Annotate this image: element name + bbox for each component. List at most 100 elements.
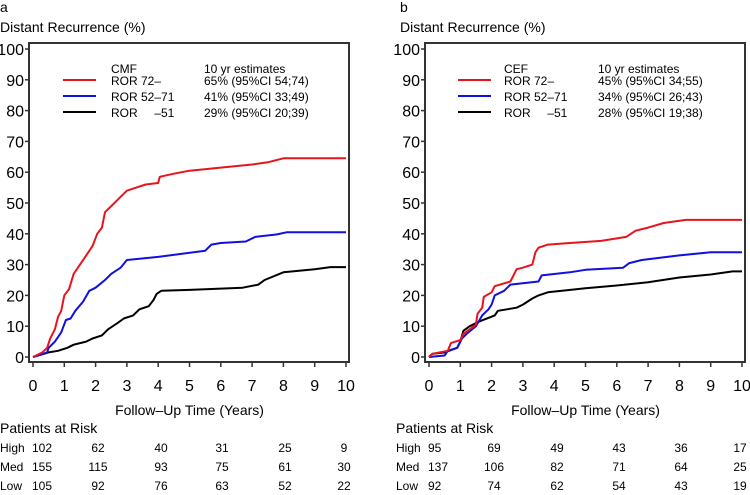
y-tick-label: 60 xyxy=(402,165,420,182)
x-tick-label: 5 xyxy=(185,378,194,395)
curve-ror-51 xyxy=(428,270,742,358)
legend-estimate: 34% (95%CI 26;43) xyxy=(598,90,703,104)
x-tick-label: 10 xyxy=(337,378,355,395)
legend-estimate: 29% (95%CI 20;39) xyxy=(204,106,309,120)
risk-value: 102 xyxy=(32,441,52,455)
x-tick-label: 6 xyxy=(612,378,621,395)
y-tick-label: 90 xyxy=(6,73,24,90)
risk-value: 95 xyxy=(428,441,442,455)
x-tick-label: 3 xyxy=(122,378,131,395)
risk-row-label: High xyxy=(396,441,421,455)
y-tick-label: 50 xyxy=(402,196,420,213)
curve-ror-52-71 xyxy=(32,231,346,358)
risk-value: 49 xyxy=(550,441,564,455)
y-tick-label: 80 xyxy=(402,104,420,121)
x-tick-label: 2 xyxy=(487,378,496,395)
y-tick-label: 10 xyxy=(402,319,420,336)
curve-ror-52-71 xyxy=(428,251,742,358)
y-tick-label: 0 xyxy=(411,350,420,367)
legend-label: ROR –51 xyxy=(111,106,175,120)
risk-value: 76 xyxy=(154,479,168,490)
risk-value: 25 xyxy=(733,460,747,474)
x-tick-label: 7 xyxy=(644,378,653,395)
risk-value: 62 xyxy=(91,441,105,455)
risk-value: 30 xyxy=(337,460,351,474)
risk-value: 69 xyxy=(487,441,501,455)
legend-label: ROR 52–71 xyxy=(504,90,568,104)
legend-estimate: 41% (95%CI 33;49) xyxy=(204,90,309,104)
y-tick-label: 100 xyxy=(0,42,24,59)
risk-value: 105 xyxy=(32,479,52,490)
y-tick-label: 60 xyxy=(6,165,24,182)
risk-value: 62 xyxy=(550,479,564,490)
legend-estimate: 45% (95%CI 34;55) xyxy=(598,74,703,88)
risk-value: 63 xyxy=(215,479,229,490)
y-tick-label: 80 xyxy=(6,104,24,121)
risk-value: 9 xyxy=(341,441,348,455)
risk-value: 71 xyxy=(612,460,626,474)
risk-table-title: Patients at Risk xyxy=(0,420,98,436)
legend-title: CEF xyxy=(504,62,528,76)
risk-value: 52 xyxy=(278,479,292,490)
x-tick-label: 8 xyxy=(675,378,684,395)
y-tick-label: 40 xyxy=(6,227,24,244)
y-tick-label: 50 xyxy=(6,196,24,213)
risk-value: 92 xyxy=(428,479,442,490)
x-tick-label: 10 xyxy=(733,378,750,395)
x-axis-label: Follow–Up Time (Years) xyxy=(511,402,660,418)
x-tick-label: 8 xyxy=(279,378,288,395)
x-tick-label: 4 xyxy=(154,378,163,395)
risk-value: 74 xyxy=(487,479,501,490)
y-tick-label: 70 xyxy=(6,134,24,151)
risk-value: 92 xyxy=(91,479,105,490)
x-tick-label: 2 xyxy=(91,378,100,395)
risk-table-title: Patients at Risk xyxy=(396,420,494,436)
risk-row-label: Low xyxy=(0,479,22,490)
legend-estimates-title: 10 yr estimates xyxy=(204,62,285,76)
risk-value: 43 xyxy=(612,441,626,455)
risk-value: 82 xyxy=(550,460,564,474)
risk-value: 22 xyxy=(337,479,351,490)
legend-estimate: 28% (95%CI 19;38) xyxy=(598,106,703,120)
y-tick-label: 20 xyxy=(6,288,24,305)
legend-label: ROR 72– xyxy=(111,74,161,88)
x-tick-label: 3 xyxy=(518,378,527,395)
x-axis-label: Follow–Up Time (Years) xyxy=(115,402,264,418)
legend-title: CMF xyxy=(111,62,137,76)
legend-label: ROR –51 xyxy=(504,106,568,120)
risk-row-label: Med xyxy=(0,460,23,474)
x-tick-label: 1 xyxy=(456,378,465,395)
y-tick-label: 30 xyxy=(402,258,420,275)
panel-label: b xyxy=(400,0,408,15)
risk-value: 75 xyxy=(215,460,229,474)
risk-value: 43 xyxy=(674,479,688,490)
x-tick-label: 5 xyxy=(581,378,590,395)
risk-row-label: High xyxy=(0,441,25,455)
x-tick-label: 7 xyxy=(248,378,257,395)
y-tick-label: 100 xyxy=(393,42,420,59)
risk-value: 61 xyxy=(278,460,292,474)
risk-row-label: Low xyxy=(396,479,418,490)
y-tick-label: 20 xyxy=(402,288,420,305)
legend-label: ROR 72– xyxy=(504,74,554,88)
y-tick-label: 70 xyxy=(402,134,420,151)
x-tick-label: 9 xyxy=(706,378,715,395)
curve-ror-51 xyxy=(32,266,346,358)
x-tick-label: 0 xyxy=(29,378,38,395)
legend-estimates-title: 10 yr estimates xyxy=(598,62,679,76)
risk-value: 40 xyxy=(154,441,168,455)
risk-value: 137 xyxy=(428,460,448,474)
risk-value: 115 xyxy=(88,460,107,474)
x-tick-label: 4 xyxy=(550,378,559,395)
legend-estimate: 65% (95%CI 54;74) xyxy=(204,74,309,88)
curve-ror-72- xyxy=(32,157,346,358)
x-tick-label: 6 xyxy=(216,378,225,395)
risk-value: 25 xyxy=(278,441,292,455)
x-tick-label: 1 xyxy=(60,378,69,395)
y-tick-label: 40 xyxy=(402,227,420,244)
risk-value: 19 xyxy=(733,479,747,490)
y-tick-label: 30 xyxy=(6,258,24,275)
